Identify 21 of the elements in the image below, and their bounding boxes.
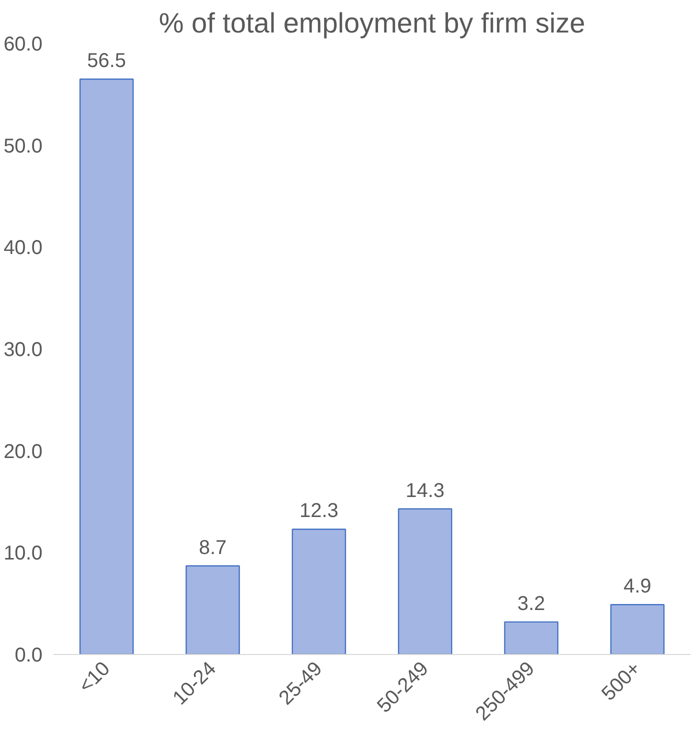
bar <box>186 565 240 654</box>
chart-title: % of total employment by firm size <box>158 8 586 38</box>
y-tick-label: 50.0 <box>4 135 43 158</box>
bar <box>292 528 346 654</box>
y-tick-label: 40.0 <box>4 237 43 260</box>
data-label: 4.9 <box>624 576 652 598</box>
bar <box>79 78 134 654</box>
data-label: 3.2 <box>517 592 546 615</box>
bar <box>398 508 452 654</box>
y-tick-label: 20.0 <box>4 440 43 463</box>
bar <box>610 604 665 654</box>
y-tick-label: 30.0 <box>4 339 43 361</box>
data-label: 8.7 <box>198 536 227 559</box>
data-label: 14.3 <box>406 480 445 502</box>
y-tick-label: 10.0 <box>4 542 43 565</box>
data-label: 56.5 <box>87 50 126 72</box>
y-tick-label: 0.0 <box>14 644 43 666</box>
bar <box>504 621 558 654</box>
data-label: 12.3 <box>299 500 338 522</box>
y-tick-label: 60.0 <box>4 34 43 56</box>
x-tick-label: <10 <box>74 658 114 698</box>
